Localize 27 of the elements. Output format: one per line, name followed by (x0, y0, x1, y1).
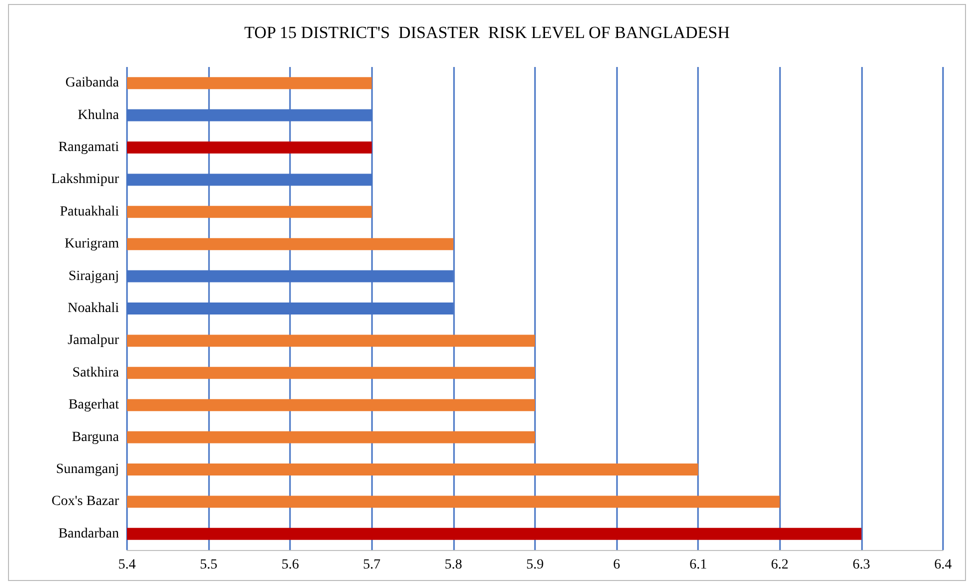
y-tick-label: Patuakhali (60, 204, 120, 220)
y-tick-label: Barguna (72, 430, 120, 445)
x-tick-label: 6.1 (689, 558, 707, 572)
y-tick-label: Bandarban (58, 526, 119, 542)
x-tick-label: 6.3 (852, 558, 870, 572)
x-tick-label: 5.9 (526, 558, 544, 572)
y-tick-label: Noakhali (68, 301, 120, 316)
x-tick-label: 6.2 (771, 558, 789, 572)
x-tick-label: 5.6 (281, 558, 299, 572)
y-tick-label: Rangamati (58, 140, 120, 155)
chart-title: TOP 15 DISTRICT'S DISASTER RISK LEVEL OF BANGLADESH (244, 23, 730, 42)
y-tick-label: Gaibanda (65, 76, 120, 91)
y-tick-label: Sunamganj (56, 462, 119, 477)
y-tick-label: Sirajganj (68, 268, 119, 284)
x-tick-label: 6.4 (934, 558, 952, 572)
y-tick-label: Cox's Bazar (52, 494, 120, 510)
x-tick-label: 5.7 (363, 558, 381, 572)
y-tick-label: Jamalpur (68, 333, 120, 348)
y-tick-label: Kurigram (64, 236, 120, 252)
x-tick-label: 5.8 (444, 558, 462, 572)
y-tick-label: Khulna (78, 108, 120, 123)
x-tick-label: 5.5 (200, 558, 218, 572)
y-tick-label: Lakshmipur (51, 172, 120, 188)
y-tick-label: Bagerhat (68, 398, 120, 413)
x-tick-label: 6 (613, 558, 620, 572)
y-tick-label: Satkhira (72, 365, 120, 380)
x-tick-label: 5.4 (118, 558, 136, 572)
